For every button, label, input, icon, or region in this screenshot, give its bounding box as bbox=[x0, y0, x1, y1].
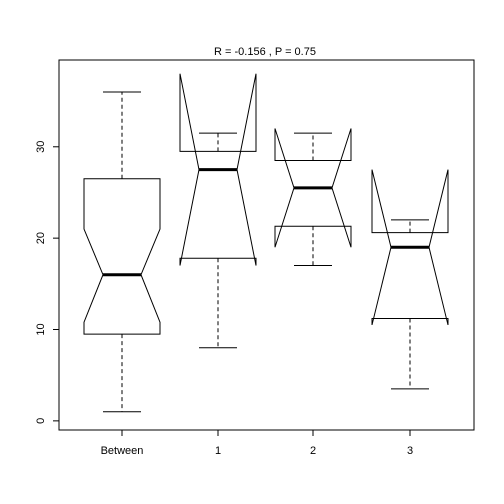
x-tick-label: 3 bbox=[407, 445, 413, 457]
chart-title: R = -0.156 , P = 0.75 bbox=[214, 46, 316, 58]
x-tick-label: 1 bbox=[215, 445, 221, 457]
box-body bbox=[83, 178, 161, 335]
y-tick-label: 10 bbox=[35, 323, 47, 335]
y-tick-label: 0 bbox=[35, 418, 47, 424]
plot-frame bbox=[58, 59, 475, 431]
box-body bbox=[179, 73, 257, 266]
x-tick-label: 2 bbox=[310, 445, 316, 457]
y-tick-label: 20 bbox=[35, 232, 47, 244]
box-body bbox=[274, 128, 352, 248]
box-body bbox=[371, 169, 449, 326]
x-tick-label: Between bbox=[101, 445, 144, 457]
y-tick-label: 30 bbox=[35, 141, 47, 153]
